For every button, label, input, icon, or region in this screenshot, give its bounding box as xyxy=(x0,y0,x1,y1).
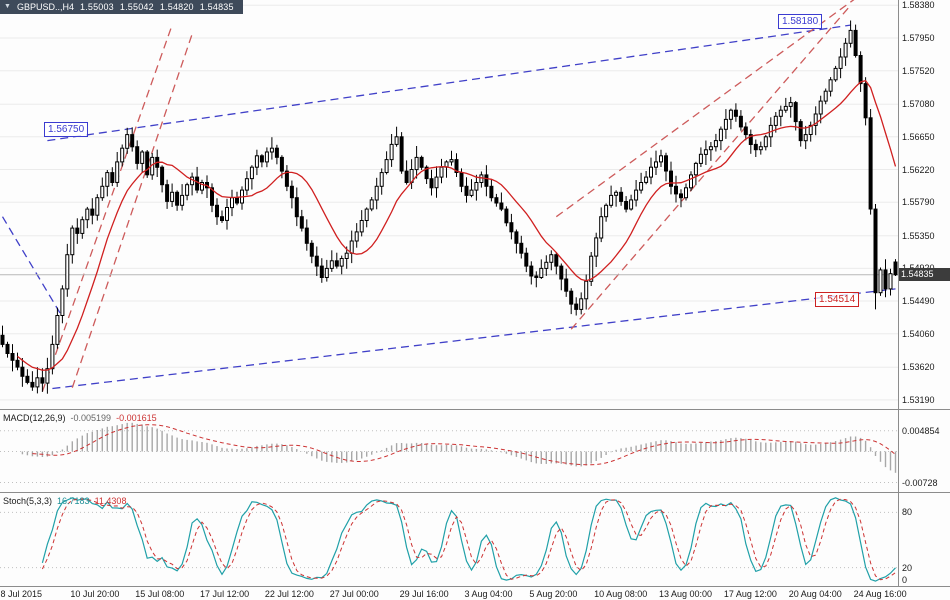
current-price-badge: 1.54835 xyxy=(899,268,950,282)
time-axis-label: 15 Jul 08:00 xyxy=(135,589,185,599)
price-label-annotation[interactable]: 1.58180 xyxy=(778,13,823,29)
price-axis-label: 1.56220 xyxy=(902,164,935,175)
price-axis-label: 1.55790 xyxy=(902,197,935,208)
title-low: 1.54820 xyxy=(159,2,194,12)
price-axis-label: 1.57080 xyxy=(902,99,935,110)
price-axis-label: 1.55350 xyxy=(902,230,935,241)
price-axis-label: 1.54490 xyxy=(902,296,935,307)
macd-name: MACD(12,26,9) xyxy=(3,413,66,423)
time-axis-label: 22 Jul 12:00 xyxy=(264,589,314,599)
time-axis-label: 13 Aug 00:00 xyxy=(659,589,713,599)
price-label-annotation[interactable]: 1.56750 xyxy=(44,122,89,138)
macd-value: -0.005199 xyxy=(70,413,112,423)
time-axis-label: 29 Jul 16:00 xyxy=(399,589,449,599)
time-axis-label: 24 Aug 16:00 xyxy=(853,589,907,599)
title-close: 1.54835 xyxy=(199,2,234,12)
time-axis-label: 10 Aug 08:00 xyxy=(594,589,648,599)
price-axis-label: 1.56650 xyxy=(902,131,935,142)
price-label-annotation[interactable]: 1.54514 xyxy=(815,292,860,308)
stoch-d-value: 11.4308 xyxy=(94,496,127,506)
price-axis-label: 1.54060 xyxy=(902,328,935,339)
macd-axis-label: 0.004854 xyxy=(902,425,940,436)
time-axis-label: 27 Jul 00:00 xyxy=(329,589,379,599)
chart-window-icon: ▼ xyxy=(4,3,11,10)
price-axis[interactable] xyxy=(898,0,950,586)
stoch-indicator-label: Stoch(5,3,3) 16.7183 11.4308 xyxy=(3,496,126,506)
price-axis-label: 1.57950 xyxy=(902,33,935,43)
price-axis-label: 1.57520 xyxy=(902,65,935,76)
price-axis-label: 1.53620 xyxy=(902,362,935,373)
macd-indicator-label: MACD(12,26,9) -0.005199 -0.001615 xyxy=(3,413,157,423)
stoch-name: Stoch(5,3,3) xyxy=(3,496,53,506)
chart-symbol-period: GBPUSD..,H4 xyxy=(16,2,74,12)
chart-title-bar[interactable]: ▼ GBPUSD..,H4 1.55003 1.55042 1.54820 1.… xyxy=(0,0,243,14)
stoch-axis-label: 80 xyxy=(902,507,913,518)
macd-axis-label: -0.00728 xyxy=(902,477,938,488)
time-axis-label: 20 Aug 04:00 xyxy=(788,589,842,599)
time-axis-label: 10 Jul 20:00 xyxy=(70,589,120,599)
title-high: 1.55042 xyxy=(119,2,154,12)
stoch-k-value: 16.7183 xyxy=(57,496,90,506)
time-axis-label: 17 Aug 12:00 xyxy=(723,589,777,599)
price-axis-label: 1.53190 xyxy=(902,394,935,405)
price-axis-label: 1.58380 xyxy=(902,0,935,11)
macd-signal-value: -0.001615 xyxy=(116,413,157,423)
stoch-axis-label: 0 xyxy=(902,575,908,585)
time-axis-label: 3 Aug 04:00 xyxy=(464,589,513,599)
time-axis-label: 17 Jul 12:00 xyxy=(200,589,250,599)
time-axis-label: 8 Jul 2015 xyxy=(0,589,43,599)
title-open: 1.55003 xyxy=(79,2,114,12)
stoch-axis-label: 20 xyxy=(902,562,913,573)
time-axis-label: 5 Aug 20:00 xyxy=(529,589,578,599)
